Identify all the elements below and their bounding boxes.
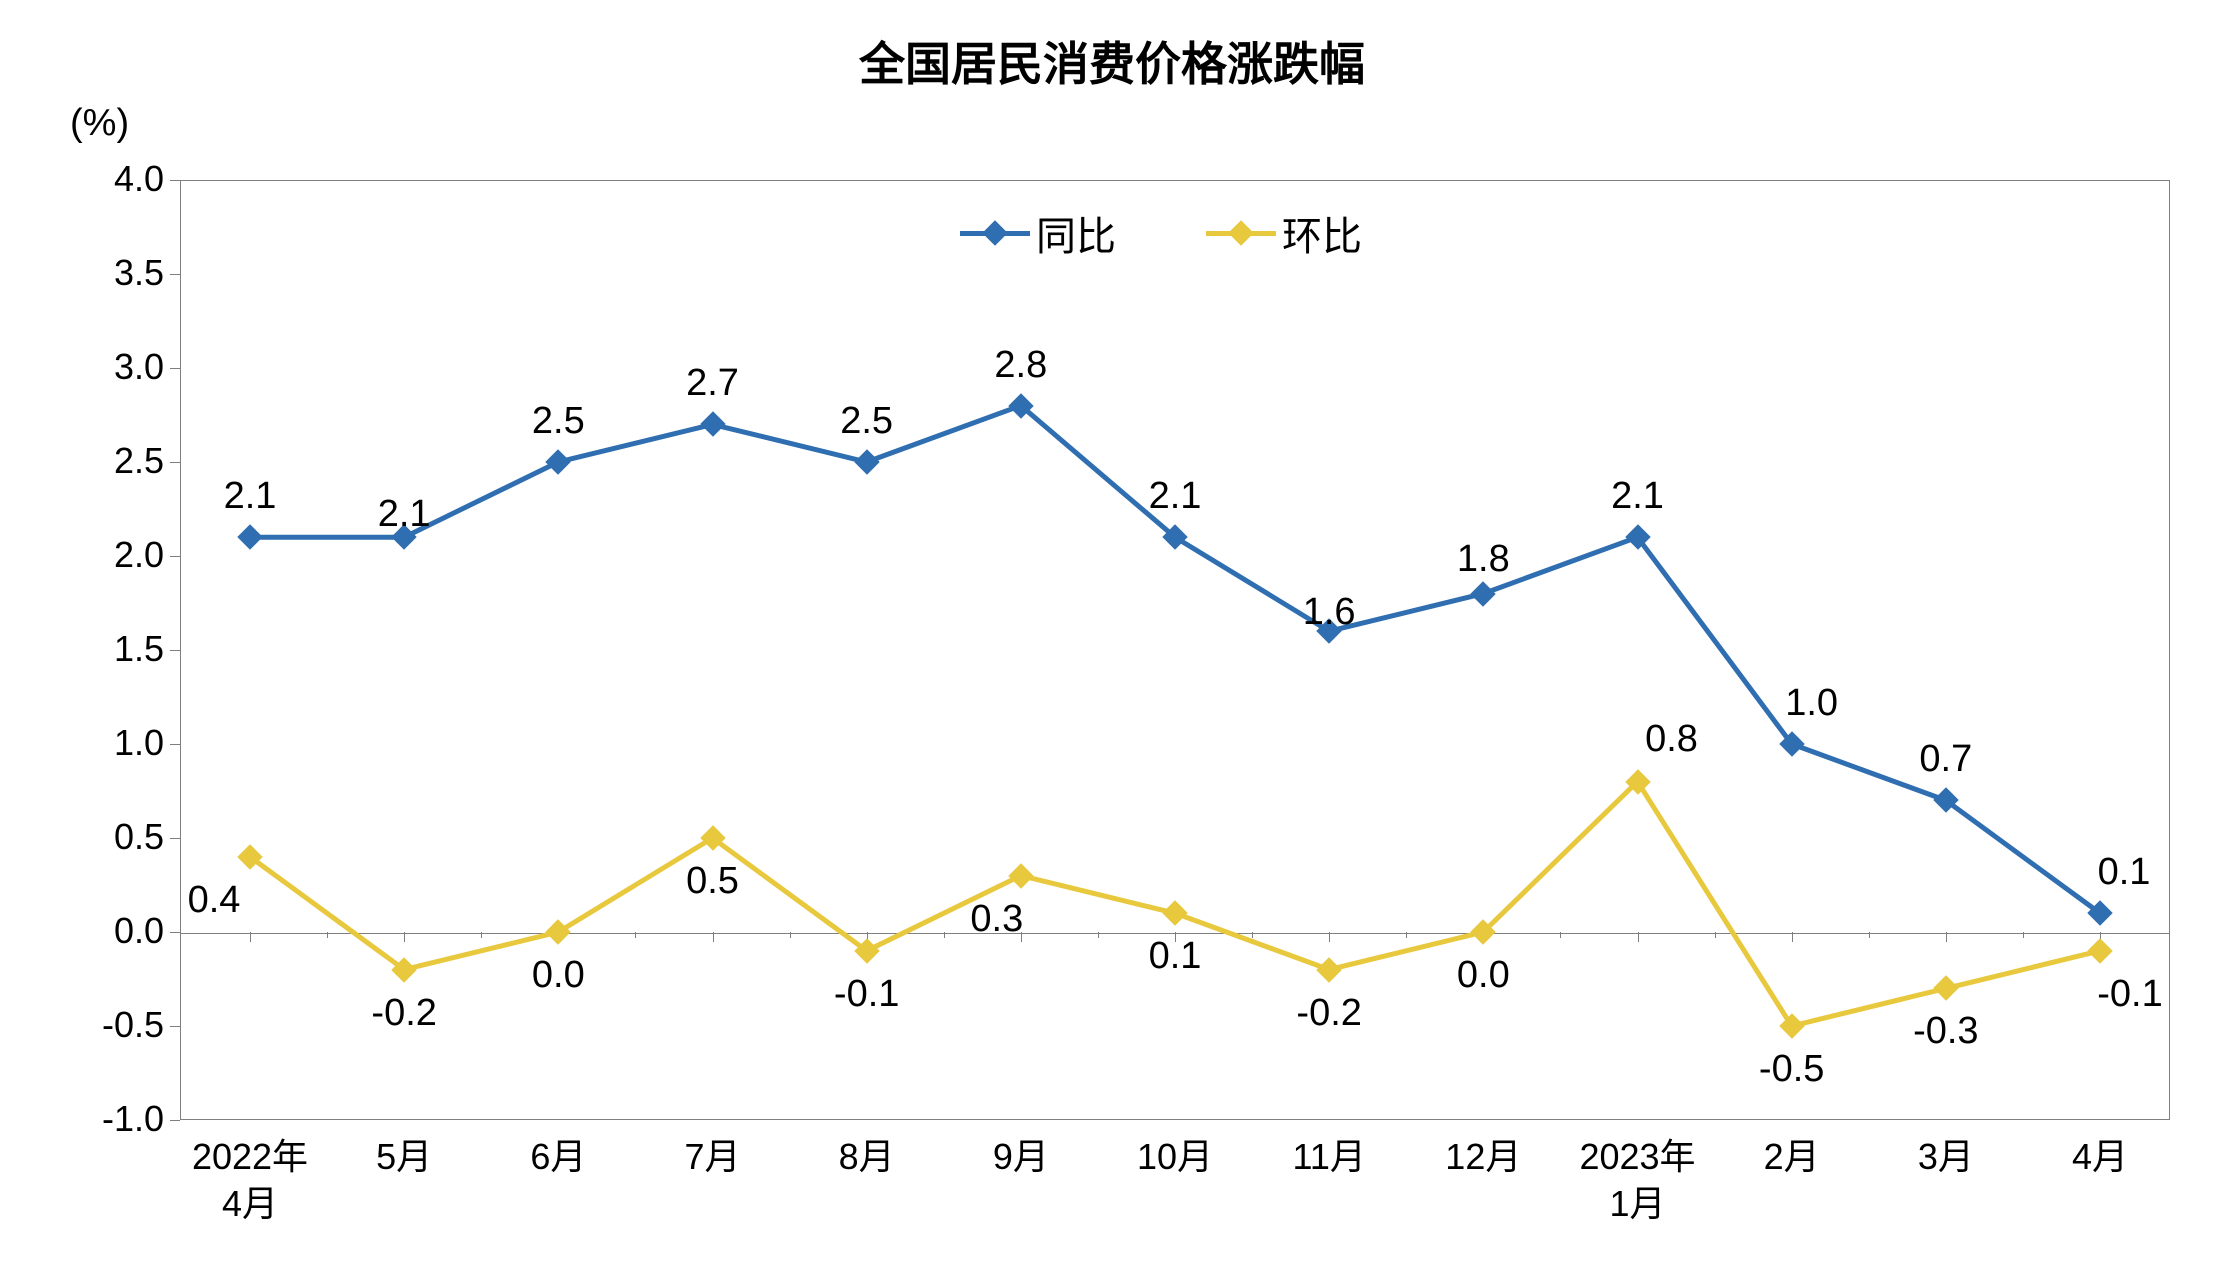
data-label: 0.8 [1645,718,1698,761]
data-label: 2.1 [378,493,431,536]
data-label: 0.7 [1919,738,1972,781]
cpi-chart: 全国居民消费价格涨跌幅 (%) -1.0-0.50.00.51.01.52.02… [0,0,2224,1280]
data-label: 0.3 [970,898,1023,941]
data-label: 2.5 [840,400,893,443]
data-label: 2.1 [1149,475,1202,518]
data-label: 0.1 [1149,935,1202,978]
data-label: -0.2 [371,992,436,1035]
data-label: -0.3 [1913,1010,1978,1053]
data-label: 2.8 [994,344,1047,387]
data-label: 2.1 [224,475,277,518]
data-label: -0.2 [1296,992,1361,1035]
data-label: 0.1 [2098,851,2151,894]
data-label: 0.5 [686,860,739,903]
data-label: -0.1 [834,973,899,1016]
data-label: 0.0 [532,954,585,997]
data-label: 2.1 [1611,475,1664,518]
data-label: 1.8 [1457,538,1510,581]
data-label: 2.7 [686,362,739,405]
data-label: -0.1 [2097,973,2162,1016]
data-label: 2.5 [532,400,585,443]
data-label: 0.4 [188,879,241,922]
data-label: 1.6 [1303,591,1356,634]
series-svg [0,0,2224,1280]
data-label: 1.0 [1785,682,1838,725]
data-label: -0.5 [1759,1048,1824,1091]
data-label: 0.0 [1457,954,1510,997]
